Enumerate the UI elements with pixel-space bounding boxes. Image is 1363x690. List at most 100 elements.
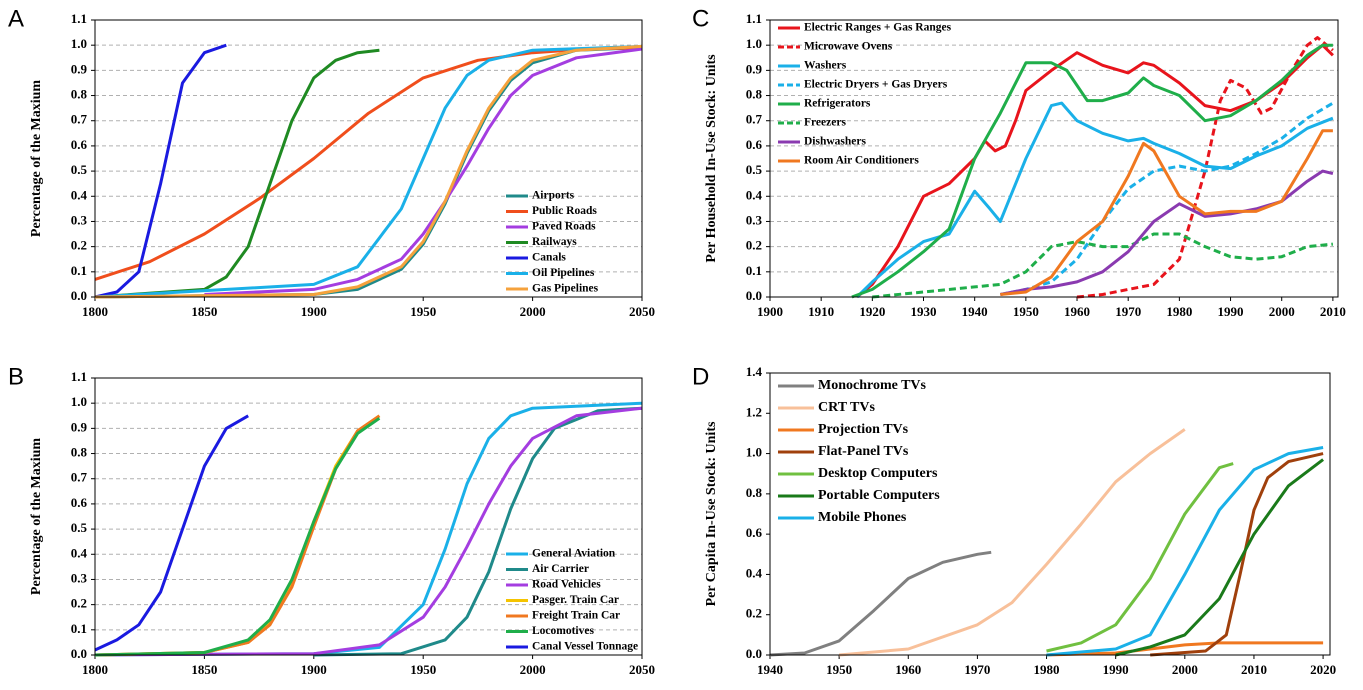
- y-tick-label: 0.1: [71, 621, 87, 636]
- y-axis-label: Percentage of the Maxium: [29, 80, 44, 238]
- panel-label: C: [692, 5, 709, 32]
- x-tick-label: 1990: [1103, 662, 1129, 677]
- x-tick-label: 1970: [1115, 304, 1141, 319]
- x-tick-label: 1930: [911, 304, 937, 319]
- x-tick-label: 2050: [629, 662, 655, 677]
- y-tick-label: 0.0: [71, 646, 87, 661]
- legend-label: Gas Pipelines: [532, 283, 599, 295]
- x-tick-label: 1900: [301, 662, 327, 677]
- panel: D Per Capita In-Use Stock: Units 0.0 0.2 0.4…: [692, 363, 1336, 677]
- panel-label: B: [8, 363, 24, 390]
- legend-label: Oil Pipelines: [532, 267, 595, 279]
- legend-label: Road Vehicles: [532, 579, 601, 591]
- y-tick-label: 0.9: [71, 419, 88, 434]
- x-tick-label: 1850: [191, 304, 217, 319]
- x-tick-label: 1980: [1166, 304, 1192, 319]
- x-tick-label: 1910: [808, 304, 834, 319]
- x-tick-label: 1940: [962, 304, 988, 319]
- y-tick-label: 1.0: [746, 36, 762, 51]
- x-tick-label: 1900: [757, 304, 783, 319]
- panel: B Percentage of the Maxium 0.0 0.1 0.2 0.3 0.4…: [8, 363, 655, 677]
- x-tick-label: 1920: [859, 304, 885, 319]
- x-tick-label: 2010: [1320, 304, 1346, 319]
- y-tick-label: 1.0: [71, 36, 87, 51]
- legend-label: General Aviation: [532, 548, 616, 560]
- legend-label: Freight Train Car: [532, 610, 620, 622]
- series-line: [94, 414, 249, 652]
- series-line: [94, 417, 381, 657]
- x-tick-label: 1950: [1013, 304, 1039, 319]
- plot-frame: [94, 19, 643, 298]
- y-tick-label: 0.8: [71, 445, 88, 460]
- y-tick-label: 0.9: [71, 61, 88, 76]
- series-line: [94, 46, 643, 281]
- x-tick-label: 1950: [410, 304, 436, 319]
- x-tick-label: 1800: [82, 304, 108, 319]
- legend-label: Public Roads: [532, 205, 597, 217]
- panel: A Percentage of the Maxium 0.0 0.1 0.2 0.3 0.4…: [8, 5, 655, 319]
- legend-label: Mobile Phones: [818, 510, 907, 525]
- y-tick-label: 0.5: [71, 520, 88, 535]
- y-tick-label: 0.3: [746, 212, 763, 227]
- legend-label: Microwave Ovens: [804, 41, 893, 53]
- legend-label: Railways: [532, 236, 577, 248]
- x-tick-label: 1990: [1218, 304, 1244, 319]
- x-tick-label: 2000: [1269, 304, 1295, 319]
- y-tick-label: 0.2: [71, 238, 87, 253]
- y-tick-label: 0.7: [71, 112, 88, 127]
- y-tick-label: 1.1: [71, 11, 87, 26]
- x-tick-label: 2050: [629, 304, 655, 319]
- legend-label: Paved Roads: [532, 221, 596, 233]
- y-tick-label: 0.6: [746, 525, 763, 540]
- series-line: [1046, 462, 1234, 653]
- series-line: [94, 44, 643, 299]
- plot-frame: [94, 377, 643, 656]
- y-tick-label: 0.1: [71, 263, 87, 278]
- y-tick-label: 1.0: [71, 394, 87, 409]
- y-tick-label: 0.7: [746, 112, 763, 127]
- y-tick-label: 0.1: [746, 263, 762, 278]
- legend-label: Monochrome TVs: [818, 378, 927, 393]
- legend-label: Pasger. Train Car: [532, 594, 619, 606]
- y-tick-label: 0.0: [71, 288, 87, 303]
- x-tick-label: 1950: [410, 662, 436, 677]
- plot-frame: [769, 19, 1339, 298]
- x-tick-label: 2000: [520, 304, 546, 319]
- y-tick-label: 0.6: [71, 495, 88, 510]
- x-tick-label: 1980: [1034, 662, 1060, 677]
- y-tick-label: 1.0: [746, 445, 762, 460]
- legend-label: Freezers: [804, 117, 846, 129]
- y-tick-label: 0.8: [746, 87, 763, 102]
- legend-label: Electric Dryers + Gas Dryers: [804, 79, 948, 91]
- x-tick-label: 1960: [1064, 304, 1090, 319]
- series-line: [1115, 458, 1325, 657]
- y-tick-label: 1.1: [746, 11, 762, 26]
- x-tick-label: 1940: [757, 662, 783, 677]
- y-tick-label: 0.9: [746, 61, 763, 76]
- series-line: [872, 232, 1334, 299]
- panel-label: D: [692, 363, 709, 390]
- y-axis-label: Per Capita In-Use Stock: Units: [704, 421, 719, 606]
- series-line: [855, 101, 1334, 299]
- legend-label: Washers: [804, 60, 847, 72]
- series-line: [1046, 641, 1324, 657]
- legend-label: Airports: [532, 190, 575, 202]
- series-line: [313, 406, 643, 657]
- y-tick-label: 0.0: [746, 288, 762, 303]
- legend-label: Air Carrier: [532, 563, 589, 575]
- legend-label: Refrigerators: [804, 98, 871, 110]
- series-line: [94, 43, 227, 299]
- y-tick-label: 0.4: [746, 565, 763, 580]
- series-line: [1000, 129, 1333, 296]
- x-tick-label: 1800: [82, 662, 108, 677]
- x-tick-label: 2000: [520, 662, 546, 677]
- legend-label: Canals: [532, 252, 566, 264]
- series-line: [1076, 36, 1334, 299]
- x-tick-label: 1850: [191, 662, 217, 677]
- y-tick-label: 0.8: [746, 485, 763, 500]
- legend-label: Room Air Conditioners: [804, 155, 919, 167]
- series-line: [94, 406, 643, 657]
- x-tick-label: 1950: [826, 662, 852, 677]
- y-tick-label: 0.5: [71, 162, 88, 177]
